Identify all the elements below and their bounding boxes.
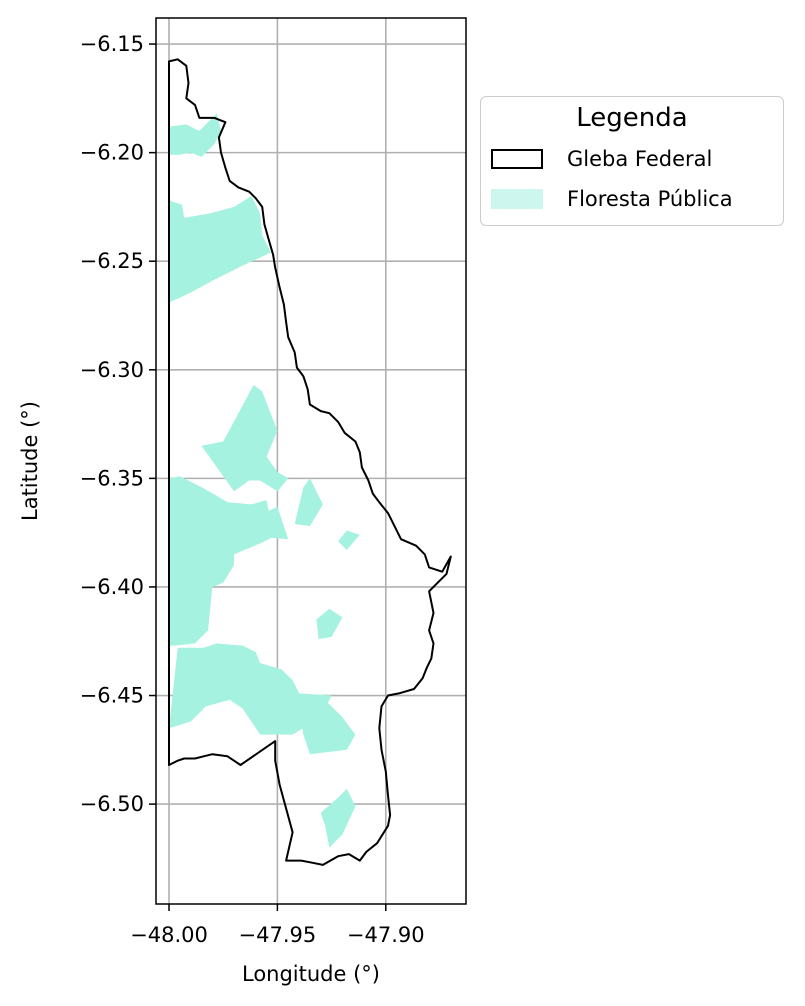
gleba-federal-layer [168,58,452,866]
y-axis-label: Latitude (°) [18,401,42,521]
floresta-publica-patch [294,478,323,527]
y-tick-label: −6.15 [80,32,144,56]
y-tick-label: −6.35 [80,466,144,490]
y-tick-label: −6.25 [80,249,144,273]
x-axis-label: Longitude (°) [242,962,380,986]
y-tick-label: −6.50 [80,792,144,816]
legend-swatch-floresta-publica [491,189,543,209]
floresta-publica-patch [169,196,271,303]
axis-ticks: −48.00 −47.95 −47.90 −6.15 −6.20 −6.25 −6.30 −6… [80,32,425,947]
floresta-publica-patch [169,476,274,646]
legend-label-gleba-federal: Gleba Federal [567,147,713,171]
x-tick-label: −47.90 [347,923,425,947]
legend-title: Legenda [576,103,688,133]
floresta-publica-patch [338,530,360,550]
plot-frame [155,17,467,905]
x-tick-label: −47.95 [239,923,317,947]
floresta-publica-patch [169,113,221,157]
x-tick-label: −48.00 [130,923,208,947]
gleba-federal-boundary [168,58,452,866]
floresta-publica-patch [316,608,343,640]
legend-item-floresta-publica: Floresta Pública [491,184,733,214]
legend-item-gleba-federal: Gleba Federal [491,144,712,174]
legend-label-floresta-publica: Floresta Pública [567,187,733,211]
floresta-publica-patch [299,699,356,755]
y-tick-label: −6.30 [80,358,144,382]
y-tick-label: −6.40 [80,575,144,599]
legend: Legenda Gleba Federal Floresta Pública [480,96,784,226]
floresta-publica-layer [169,113,360,848]
floresta-publica-patch [169,643,332,735]
legend-swatch-gleba-federal [491,149,543,169]
floresta-publica-patch [255,506,289,540]
y-tick-label: −6.45 [80,684,144,708]
floresta-publica-patch [320,788,356,848]
floresta-publica-patch [201,385,289,492]
y-tick-label: −6.20 [80,141,144,165]
